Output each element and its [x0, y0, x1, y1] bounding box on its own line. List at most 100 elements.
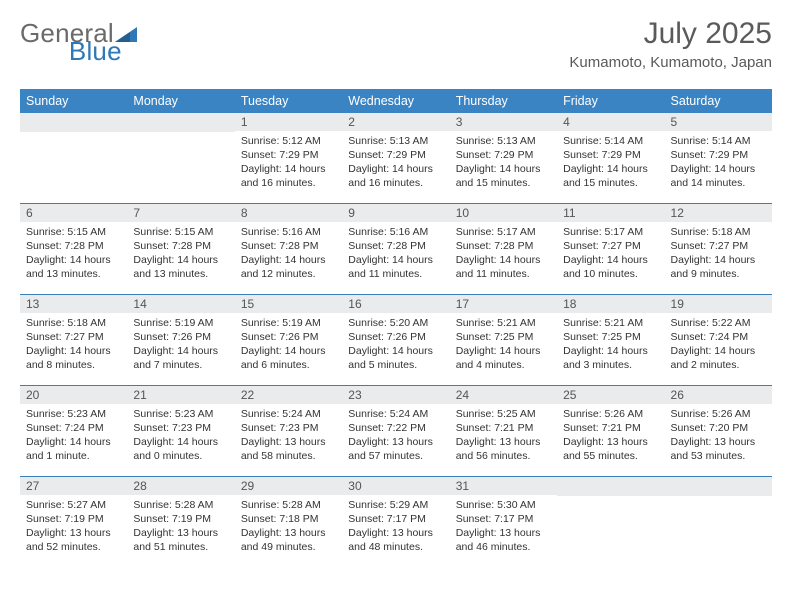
header-row: General Blue July 2025 Kumamoto, Kumamot… — [20, 18, 772, 71]
calendar-day-cell: 6Sunrise: 5:15 AMSunset: 7:28 PMDaylight… — [20, 203, 127, 294]
calendar-day-cell: 30Sunrise: 5:29 AMSunset: 7:17 PMDayligh… — [342, 476, 449, 567]
calendar-day-cell: 21Sunrise: 5:23 AMSunset: 7:23 PMDayligh… — [127, 385, 234, 476]
sunset-text: Sunset: 7:25 PM — [563, 330, 658, 344]
calendar-day-cell: 17Sunrise: 5:21 AMSunset: 7:25 PMDayligh… — [450, 294, 557, 385]
calendar-day-cell — [665, 476, 772, 567]
calendar-day-cell: 9Sunrise: 5:16 AMSunset: 7:28 PMDaylight… — [342, 203, 449, 294]
day-body: Sunrise: 5:26 AMSunset: 7:21 PMDaylight:… — [557, 404, 664, 468]
sunrise-text: Sunrise: 5:28 AM — [241, 498, 336, 512]
sunset-text: Sunset: 7:26 PM — [241, 330, 336, 344]
sunrise-text: Sunrise: 5:14 AM — [671, 134, 766, 148]
day-body: Sunrise: 5:16 AMSunset: 7:28 PMDaylight:… — [235, 222, 342, 286]
weekday-header: Monday — [127, 89, 234, 113]
calendar-table: Sunday Monday Tuesday Wednesday Thursday… — [20, 89, 772, 567]
daylight-text: Daylight: 14 hours and 7 minutes. — [133, 344, 228, 372]
calendar-day-cell: 14Sunrise: 5:19 AMSunset: 7:26 PMDayligh… — [127, 294, 234, 385]
month-title: July 2025 — [569, 18, 772, 50]
sunrise-text: Sunrise: 5:25 AM — [456, 407, 551, 421]
sunrise-text: Sunrise: 5:19 AM — [133, 316, 228, 330]
day-number: 1 — [235, 113, 342, 131]
daylight-text: Daylight: 13 hours and 49 minutes. — [241, 526, 336, 554]
daylight-text: Daylight: 14 hours and 15 minutes. — [563, 162, 658, 190]
daylight-text: Daylight: 13 hours and 46 minutes. — [456, 526, 551, 554]
weekday-header: Friday — [557, 89, 664, 113]
sunrise-text: Sunrise: 5:21 AM — [563, 316, 658, 330]
sunrise-text: Sunrise: 5:15 AM — [26, 225, 121, 239]
calendar-day-cell: 15Sunrise: 5:19 AMSunset: 7:26 PMDayligh… — [235, 294, 342, 385]
calendar-day-cell: 4Sunrise: 5:14 AMSunset: 7:29 PMDaylight… — [557, 113, 664, 204]
daylight-text: Daylight: 13 hours and 56 minutes. — [456, 435, 551, 463]
day-body: Sunrise: 5:29 AMSunset: 7:17 PMDaylight:… — [342, 495, 449, 559]
calendar-week-row: 27Sunrise: 5:27 AMSunset: 7:19 PMDayligh… — [20, 476, 772, 567]
day-body: Sunrise: 5:21 AMSunset: 7:25 PMDaylight:… — [557, 313, 664, 377]
daylight-text: Daylight: 13 hours and 51 minutes. — [133, 526, 228, 554]
calendar-day-cell: 27Sunrise: 5:27 AMSunset: 7:19 PMDayligh… — [20, 476, 127, 567]
calendar-day-cell: 28Sunrise: 5:28 AMSunset: 7:19 PMDayligh… — [127, 476, 234, 567]
daylight-text: Daylight: 13 hours and 48 minutes. — [348, 526, 443, 554]
daylight-text: Daylight: 14 hours and 8 minutes. — [26, 344, 121, 372]
day-body: Sunrise: 5:28 AMSunset: 7:19 PMDaylight:… — [127, 495, 234, 559]
day-body: Sunrise: 5:22 AMSunset: 7:24 PMDaylight:… — [665, 313, 772, 377]
calendar-day-cell: 23Sunrise: 5:24 AMSunset: 7:22 PMDayligh… — [342, 385, 449, 476]
sunset-text: Sunset: 7:27 PM — [26, 330, 121, 344]
day-body: Sunrise: 5:12 AMSunset: 7:29 PMDaylight:… — [235, 131, 342, 195]
sunrise-text: Sunrise: 5:22 AM — [671, 316, 766, 330]
daylight-text: Daylight: 13 hours and 58 minutes. — [241, 435, 336, 463]
sunset-text: Sunset: 7:24 PM — [26, 421, 121, 435]
calendar-page: General Blue July 2025 Kumamoto, Kumamot… — [0, 0, 792, 612]
day-number: 16 — [342, 295, 449, 313]
day-body: Sunrise: 5:14 AMSunset: 7:29 PMDaylight:… — [557, 131, 664, 195]
calendar-day-cell: 18Sunrise: 5:21 AMSunset: 7:25 PMDayligh… — [557, 294, 664, 385]
sunset-text: Sunset: 7:17 PM — [348, 512, 443, 526]
day-number: 4 — [557, 113, 664, 131]
day-number: 22 — [235, 386, 342, 404]
daylight-text: Daylight: 14 hours and 15 minutes. — [456, 162, 551, 190]
day-body: Sunrise: 5:16 AMSunset: 7:28 PMDaylight:… — [342, 222, 449, 286]
day-number: 21 — [127, 386, 234, 404]
day-body: Sunrise: 5:24 AMSunset: 7:23 PMDaylight:… — [235, 404, 342, 468]
logo-generalblue: General Blue — [20, 18, 192, 49]
title-block: July 2025 Kumamoto, Kumamoto, Japan — [569, 18, 772, 71]
calendar-day-cell: 11Sunrise: 5:17 AMSunset: 7:27 PMDayligh… — [557, 203, 664, 294]
day-number: 3 — [450, 113, 557, 131]
day-body: Sunrise: 5:30 AMSunset: 7:17 PMDaylight:… — [450, 495, 557, 559]
daylight-text: Daylight: 14 hours and 12 minutes. — [241, 253, 336, 281]
sunset-text: Sunset: 7:27 PM — [671, 239, 766, 253]
day-body: Sunrise: 5:15 AMSunset: 7:28 PMDaylight:… — [20, 222, 127, 286]
daylight-text: Daylight: 14 hours and 6 minutes. — [241, 344, 336, 372]
day-body: Sunrise: 5:13 AMSunset: 7:29 PMDaylight:… — [450, 131, 557, 195]
daylight-text: Daylight: 14 hours and 5 minutes. — [348, 344, 443, 372]
calendar-day-cell: 20Sunrise: 5:23 AMSunset: 7:24 PMDayligh… — [20, 385, 127, 476]
sunrise-text: Sunrise: 5:18 AM — [26, 316, 121, 330]
day-number: 19 — [665, 295, 772, 313]
day-body-empty — [557, 496, 664, 563]
sunrise-text: Sunrise: 5:17 AM — [456, 225, 551, 239]
daylight-text: Daylight: 14 hours and 10 minutes. — [563, 253, 658, 281]
day-body: Sunrise: 5:19 AMSunset: 7:26 PMDaylight:… — [127, 313, 234, 377]
day-number: 14 — [127, 295, 234, 313]
sunset-text: Sunset: 7:23 PM — [241, 421, 336, 435]
day-number: 8 — [235, 204, 342, 222]
day-number: 30 — [342, 477, 449, 495]
sunset-text: Sunset: 7:23 PM — [133, 421, 228, 435]
sunrise-text: Sunrise: 5:16 AM — [241, 225, 336, 239]
day-body-empty — [127, 132, 234, 199]
daynum-bar-empty — [557, 477, 664, 496]
sunrise-text: Sunrise: 5:15 AM — [133, 225, 228, 239]
calendar-day-cell: 10Sunrise: 5:17 AMSunset: 7:28 PMDayligh… — [450, 203, 557, 294]
sunrise-text: Sunrise: 5:17 AM — [563, 225, 658, 239]
calendar-day-cell — [20, 113, 127, 204]
sunset-text: Sunset: 7:29 PM — [348, 148, 443, 162]
sunrise-text: Sunrise: 5:30 AM — [456, 498, 551, 512]
day-body: Sunrise: 5:18 AMSunset: 7:27 PMDaylight:… — [665, 222, 772, 286]
sunset-text: Sunset: 7:29 PM — [563, 148, 658, 162]
sunset-text: Sunset: 7:29 PM — [456, 148, 551, 162]
day-body: Sunrise: 5:28 AMSunset: 7:18 PMDaylight:… — [235, 495, 342, 559]
sunset-text: Sunset: 7:28 PM — [456, 239, 551, 253]
calendar-day-cell: 19Sunrise: 5:22 AMSunset: 7:24 PMDayligh… — [665, 294, 772, 385]
daylight-text: Daylight: 13 hours and 53 minutes. — [671, 435, 766, 463]
calendar-day-cell: 16Sunrise: 5:20 AMSunset: 7:26 PMDayligh… — [342, 294, 449, 385]
sunrise-text: Sunrise: 5:14 AM — [563, 134, 658, 148]
calendar-day-cell: 31Sunrise: 5:30 AMSunset: 7:17 PMDayligh… — [450, 476, 557, 567]
sunrise-text: Sunrise: 5:20 AM — [348, 316, 443, 330]
